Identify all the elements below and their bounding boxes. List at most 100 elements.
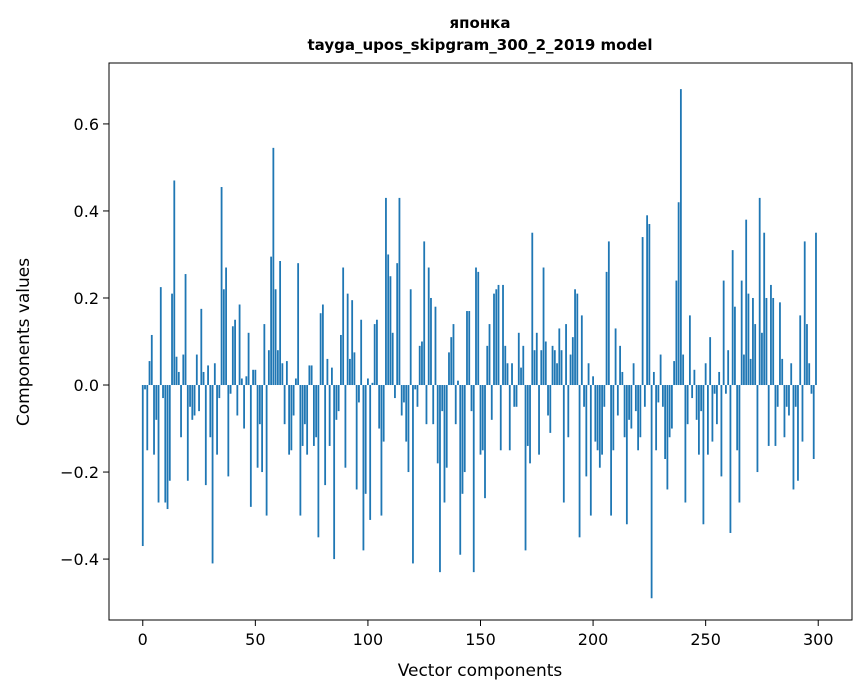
- bar: [774, 385, 777, 446]
- bar: [655, 385, 658, 451]
- bar: [508, 385, 511, 451]
- bar: [184, 274, 187, 386]
- bar: [479, 385, 482, 455]
- bar: [754, 324, 757, 386]
- bar: [407, 385, 410, 473]
- bar: [385, 197, 387, 386]
- bar: [677, 202, 680, 386]
- bar: [155, 385, 158, 420]
- bar: [292, 385, 295, 416]
- bar: [418, 345, 421, 386]
- bar: [661, 385, 664, 407]
- bar: [592, 376, 594, 386]
- bar: [434, 306, 437, 386]
- bar: [707, 385, 709, 455]
- bar: [506, 363, 509, 386]
- y-tick-label: −0.4: [60, 550, 99, 569]
- bar: [756, 385, 759, 473]
- bar: [628, 385, 630, 420]
- bar: [225, 267, 227, 386]
- bar: [432, 385, 435, 425]
- bar: [547, 385, 549, 416]
- bar: [398, 197, 401, 386]
- bar: [589, 385, 592, 516]
- bar: [630, 385, 633, 429]
- bar: [580, 315, 583, 386]
- bar: [380, 385, 383, 516]
- bar: [790, 363, 793, 386]
- bar: [632, 363, 635, 386]
- chart-title: японка: [450, 14, 511, 32]
- bar: [767, 385, 770, 446]
- bar: [430, 297, 432, 386]
- bar: [562, 385, 565, 503]
- bar: [515, 385, 518, 407]
- bar: [387, 254, 390, 386]
- bar: [157, 385, 160, 503]
- bar: [308, 365, 311, 386]
- chart-subtitle: tayga_upos_skipgram_300_2_2019 model: [308, 36, 653, 54]
- bar: [310, 365, 313, 386]
- x-tick-label: 0: [138, 630, 148, 649]
- x-tick-label: 250: [690, 630, 721, 649]
- bar: [245, 376, 248, 386]
- y-tick-label: −0.2: [60, 463, 99, 482]
- bar: [425, 385, 428, 425]
- bar: [603, 385, 606, 407]
- bar: [711, 385, 714, 442]
- bar: [538, 385, 540, 455]
- bar: [317, 385, 320, 538]
- bar: [486, 345, 489, 386]
- bar: [315, 385, 318, 438]
- bar: [801, 385, 804, 442]
- bar: [378, 385, 381, 429]
- bar: [324, 385, 327, 486]
- bar: [484, 385, 486, 499]
- bar: [522, 345, 525, 386]
- bar: [211, 385, 214, 564]
- bar: [614, 328, 617, 386]
- bar: [150, 334, 153, 386]
- bar: [641, 237, 644, 386]
- bar: [657, 385, 660, 403]
- bar: [421, 341, 423, 386]
- bar: [182, 354, 185, 386]
- bar: [524, 385, 527, 551]
- bar: [761, 332, 763, 386]
- bar: [529, 385, 531, 464]
- bar: [209, 385, 212, 438]
- bar: [513, 385, 516, 407]
- bar: [249, 385, 252, 507]
- bar: [412, 385, 414, 564]
- bar: [191, 385, 194, 420]
- bar: [738, 385, 741, 503]
- bar: [355, 385, 358, 490]
- bar: [779, 302, 781, 386]
- bar: [785, 385, 788, 407]
- bar: [247, 332, 250, 386]
- bar: [569, 354, 572, 386]
- bar: [749, 358, 752, 386]
- bar: [558, 328, 561, 386]
- bar: [416, 385, 419, 407]
- bar: [195, 354, 198, 386]
- bar: [679, 89, 682, 386]
- bar: [722, 280, 725, 386]
- bar: [463, 385, 466, 473]
- bar: [382, 385, 385, 442]
- bar: [797, 385, 799, 481]
- bar: [497, 284, 500, 386]
- bar: [321, 304, 324, 386]
- x-tick-label: 50: [245, 630, 265, 649]
- bar: [344, 385, 347, 468]
- bar: [470, 385, 473, 412]
- bar: [637, 385, 640, 451]
- x-tick-label: 150: [465, 630, 496, 649]
- bar: [619, 345, 621, 386]
- bar: [267, 350, 270, 386]
- bar: [668, 385, 671, 438]
- bar: [391, 332, 394, 386]
- bar: [349, 358, 351, 386]
- bar: [578, 385, 581, 538]
- bar: [560, 350, 563, 386]
